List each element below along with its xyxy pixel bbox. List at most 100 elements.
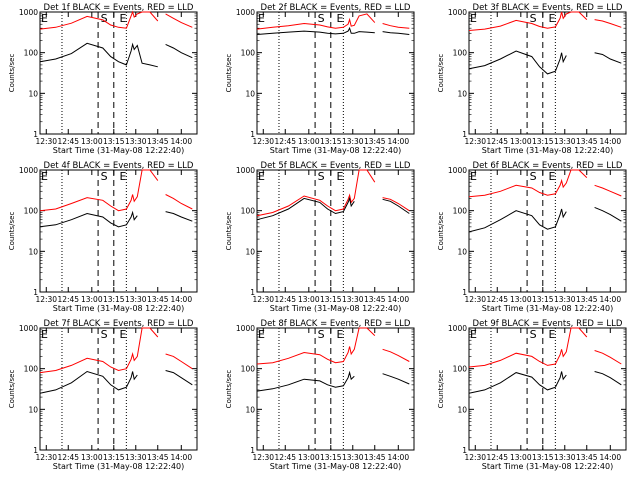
x-tick-label: 13:30 xyxy=(125,137,147,146)
panel-title: Det 4f BLACK = Events, RED = LLD xyxy=(44,161,194,171)
y-tick-label: 1000 xyxy=(236,166,255,175)
x-tick-label: 13:15 xyxy=(532,295,554,304)
panel-det-1: Det 1f BLACK = Events, RED = LLD 1000 100 1… xyxy=(8,3,198,155)
series-line-events xyxy=(256,196,410,221)
y-tick-label: 1000 xyxy=(19,324,38,333)
phase-marker-S: S xyxy=(530,170,537,183)
panel-det-9: Det 9f BLACK = Events, RED = LLD 1000 100 1… xyxy=(437,319,627,471)
plot-frame xyxy=(39,327,198,451)
x-tick-label: 12:30 xyxy=(464,137,486,146)
phase-marker-E: E xyxy=(549,170,556,183)
series-line-events xyxy=(39,370,193,394)
x-tick-label: 13:30 xyxy=(554,295,576,304)
panel-det-8: Det 8f BLACK = Events, RED = LLD 1000 100 1… xyxy=(225,319,415,471)
plot-frame xyxy=(256,169,415,293)
phase-marker-E: E xyxy=(120,12,127,25)
plot-frame xyxy=(39,11,198,135)
y-tick-label: 1000 xyxy=(448,324,467,333)
panel-title: Det 7f BLACK = Events, RED = LLD xyxy=(44,319,194,329)
phase-marker-S: S xyxy=(530,328,537,341)
x-tick-label: 14:00 xyxy=(170,453,192,462)
plot-frame xyxy=(468,11,627,135)
series-line-lld xyxy=(39,169,193,212)
x-tick-label: 12:30 xyxy=(252,453,274,462)
y-tick-label: 100 xyxy=(24,365,39,374)
x-axis-label: Start Time (31-May-08 12:22:40) xyxy=(482,462,613,471)
y-tick-label: 10 xyxy=(245,405,255,414)
x-tick-label: 13:45 xyxy=(364,295,386,304)
panel-title: Det 5f BLACK = Events, RED = LLD xyxy=(261,161,411,171)
phase-marker-E: E xyxy=(337,12,344,25)
x-tick-label: 13:15 xyxy=(320,453,342,462)
y-tick-label: 1 xyxy=(33,130,38,139)
phase-marker-E: E xyxy=(120,328,127,341)
y-tick-label: 10 xyxy=(28,247,38,256)
x-tick-label: 13:00 xyxy=(81,453,103,462)
x-tick-label: 13:45 xyxy=(147,137,169,146)
x-tick-label: 13:15 xyxy=(532,453,554,462)
x-tick-label: 13:45 xyxy=(147,453,169,462)
y-tick-label: 10 xyxy=(28,405,38,414)
y-tick-label: 1000 xyxy=(19,166,38,175)
series-line-lld xyxy=(256,13,410,30)
y-tick-label: 1 xyxy=(250,446,255,455)
y-tick-label: 10 xyxy=(245,247,255,256)
y-tick-label: 1000 xyxy=(448,8,467,17)
x-tick-label: 13:45 xyxy=(147,295,169,304)
y-tick-label: 1000 xyxy=(448,166,467,175)
y-tick-label: 10 xyxy=(28,89,38,98)
y-tick-label: 100 xyxy=(241,207,256,216)
series-line-events xyxy=(39,210,193,228)
series-line-lld xyxy=(468,169,622,198)
x-tick-label: 12:45 xyxy=(486,137,508,146)
phase-marker-E: E xyxy=(470,328,477,341)
phase-marker-E: E xyxy=(41,12,48,25)
x-tick-label: 13:15 xyxy=(103,453,125,462)
y-axis-label: Counts/sec xyxy=(8,54,16,93)
x-axis-label: Start Time (31-May-08 12:22:40) xyxy=(53,462,184,471)
x-tick-label: 12:45 xyxy=(274,137,296,146)
x-tick-label: 12:45 xyxy=(274,453,296,462)
y-tick-label: 1 xyxy=(33,446,38,455)
x-tick-label: 12:30 xyxy=(35,453,57,462)
x-tick-label: 12:30 xyxy=(252,137,274,146)
series-line-events xyxy=(256,26,410,35)
panel-title: Det 8f BLACK = Events, RED = LLD xyxy=(261,319,411,329)
phase-marker-S: S xyxy=(530,12,537,25)
x-tick-label: 14:00 xyxy=(599,453,621,462)
plot-frame xyxy=(256,327,415,451)
x-tick-label: 13:15 xyxy=(532,137,554,146)
y-tick-label: 100 xyxy=(241,49,256,58)
x-tick-label: 13:00 xyxy=(510,453,532,462)
x-tick-label: 13:00 xyxy=(298,295,320,304)
plot-frame xyxy=(256,11,415,135)
y-tick-label: 100 xyxy=(24,207,39,216)
x-tick-label: 13:15 xyxy=(103,137,125,146)
y-tick-label: 1000 xyxy=(19,8,38,17)
phase-marker-E: E xyxy=(470,170,477,183)
x-tick-label: 12:45 xyxy=(57,137,79,146)
y-tick-label: 100 xyxy=(453,207,468,216)
series-line-lld xyxy=(39,10,193,30)
y-axis-label: Counts/sec xyxy=(225,54,233,93)
y-tick-label: 100 xyxy=(453,49,468,58)
panel-title: Det 3f BLACK = Events, RED = LLD xyxy=(473,3,623,13)
series-line-events xyxy=(468,50,622,75)
x-tick-label: 12:45 xyxy=(486,453,508,462)
panel-det-4: Det 4f BLACK = Events, RED = LLD 1000 100 1… xyxy=(8,161,198,313)
panel-det-2: Det 2f BLACK = Events, RED = LLD 1000 100 1… xyxy=(225,3,415,155)
x-tick-label: 14:00 xyxy=(599,295,621,304)
x-tick-label: 13:15 xyxy=(103,295,125,304)
x-tick-label: 12:30 xyxy=(35,137,57,146)
y-axis-label: Counts/sec xyxy=(8,370,16,409)
x-tick-label: 13:15 xyxy=(320,137,342,146)
x-tick-label: 12:30 xyxy=(35,295,57,304)
phase-marker-E: E xyxy=(258,12,265,25)
phase-marker-E: E xyxy=(337,328,344,341)
y-axis-label: Counts/sec xyxy=(225,212,233,251)
x-axis-label: Start Time (31-May-08 12:22:40) xyxy=(270,146,401,155)
x-tick-label: 13:30 xyxy=(554,453,576,462)
y-axis-label: Counts/sec xyxy=(8,212,16,251)
series-line-events xyxy=(468,206,622,233)
